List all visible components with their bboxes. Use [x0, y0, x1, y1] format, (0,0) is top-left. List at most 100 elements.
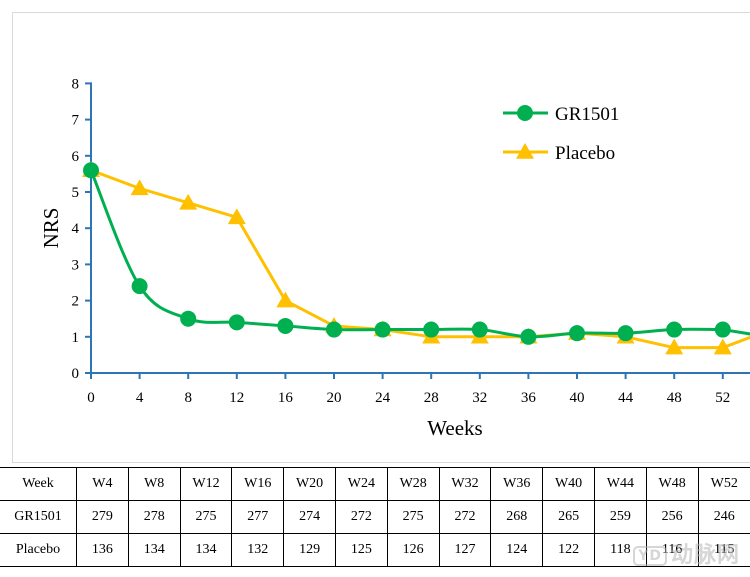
y-tick-label: 0: [72, 366, 80, 382]
y-tick-label: 6: [72, 149, 80, 165]
x-tick-label: 44: [618, 390, 634, 406]
data-point-gr1501: [180, 310, 197, 327]
x-tick-label: 32: [472, 390, 487, 406]
table-cell: 115: [697, 533, 750, 567]
table-cell: 118: [593, 533, 647, 567]
table-cell: 272: [438, 500, 492, 534]
data-point-gr1501: [471, 321, 488, 338]
table-cell: 274: [283, 500, 336, 534]
data-point-gr1501: [423, 321, 440, 338]
header-label-cell: Week: [0, 467, 77, 501]
header-cell: W16: [231, 467, 285, 501]
data-point-gr1501: [326, 321, 342, 338]
table-cell: 122: [542, 533, 595, 567]
data-point-placebo: [130, 179, 149, 196]
table-cell: 278: [127, 500, 181, 534]
table-cell: 126: [386, 533, 440, 567]
data-point-gr1501: [714, 321, 731, 338]
data-point-gr1501: [617, 325, 634, 342]
table-cell: 127: [438, 533, 492, 567]
chart-frame: [12, 12, 750, 463]
header-cell: W32: [438, 467, 492, 501]
table-cell: 246: [697, 500, 750, 534]
series-placebo: [82, 161, 750, 355]
row-label-cell: GR1501: [0, 500, 77, 534]
x-tick-label: 4: [136, 390, 144, 406]
data-point-gr1501: [569, 325, 585, 342]
y-tick-label: 7: [72, 113, 80, 129]
table-row: GR1501 279 278 275 277 274 272 275 272 268 265 259 2…: [0, 500, 750, 534]
data-point-gr1501: [666, 321, 683, 338]
table-cell: 134: [127, 533, 181, 567]
header-cell: W8: [127, 467, 181, 501]
header-cell: W40: [542, 467, 595, 501]
x-tick-label: 16: [278, 390, 294, 406]
table-cell: 265: [542, 500, 595, 534]
header-cell: W4: [76, 467, 129, 501]
data-point-gr1501: [277, 317, 294, 334]
series-gr1501: [83, 162, 750, 345]
series-line-tail-placebo: [722, 335, 750, 350]
data-point-placebo: [227, 208, 246, 225]
header-cell: W52: [697, 467, 750, 501]
data-point-placebo: [665, 338, 684, 355]
data-point-placebo: [713, 338, 732, 355]
header-cell: W44: [593, 467, 647, 501]
table-cell: 132: [231, 533, 285, 567]
header-cell: W12: [179, 467, 233, 501]
legend-marker-placebo: [516, 143, 534, 159]
x-tick-label: 52: [715, 390, 730, 406]
legend: GR1501 Placebo: [503, 104, 619, 164]
data-point-gr1501: [520, 328, 537, 345]
table-cell: 272: [334, 500, 388, 534]
row-label-cell: Placebo: [0, 533, 77, 567]
legend-marker-gr1501: [517, 105, 533, 121]
y-tick-label: 1: [72, 330, 80, 346]
header-cell: W36: [490, 467, 544, 501]
x-tick-label: 24: [375, 390, 391, 406]
table-cell: 136: [76, 533, 129, 567]
x-tick-label: 12: [229, 390, 244, 406]
header-cell: W24: [334, 467, 388, 501]
data-point-placebo: [179, 193, 198, 210]
x-tick-label: 0: [87, 390, 95, 406]
table-cell: 116: [645, 533, 699, 567]
y-tick-label: 2: [72, 294, 80, 310]
table-cell: 268: [490, 500, 544, 534]
table-cell: 277: [231, 500, 285, 534]
chart-area: 0 1 2 3 4 5 6 7 8 0 4 8 12 16 20 24 28 32 36 40 44 48 52 Weeks N…: [12, 12, 750, 463]
x-tick-label: 28: [424, 390, 439, 406]
table-cell: 134: [179, 533, 233, 567]
x-axis-title: Weeks: [427, 416, 482, 440]
x-tick-label: 8: [184, 390, 192, 406]
data-point-gr1501: [83, 162, 99, 179]
x-tick-label: 48: [667, 390, 682, 406]
y-tick-label: 4: [72, 221, 80, 237]
header-cell: W28: [386, 467, 440, 501]
data-point-gr1501: [131, 278, 148, 295]
table-cell: 275: [179, 500, 233, 534]
data-point-gr1501: [228, 314, 245, 331]
data-point-placebo: [276, 291, 295, 308]
y-tick-label: 3: [72, 257, 80, 273]
header-cell: W20: [283, 467, 336, 501]
data-point-gr1501: [374, 321, 391, 338]
header-cell: W48: [645, 467, 699, 501]
y-axis-title: NRS: [39, 208, 63, 249]
table-cell: 275: [386, 500, 440, 534]
table-cell: 279: [76, 500, 129, 534]
table-row: Placebo 136 134 134 132 129 125 126 127 124 122 118…: [0, 533, 750, 567]
x-tick-label: 20: [327, 390, 342, 406]
table-cell: 125: [334, 533, 388, 567]
table-cell: 256: [645, 500, 699, 534]
y-tick-label: 8: [72, 76, 80, 92]
legend-label-gr1501: GR1501: [555, 104, 619, 125]
series-line-placebo: [90, 168, 723, 350]
x-tick-label: 40: [570, 390, 585, 406]
y-tick-label: 5: [72, 185, 80, 201]
x-tick-label: 36: [521, 390, 537, 406]
table-cell: 124: [490, 533, 544, 567]
table-cell: 129: [283, 533, 336, 567]
table-cell: 259: [593, 500, 647, 534]
